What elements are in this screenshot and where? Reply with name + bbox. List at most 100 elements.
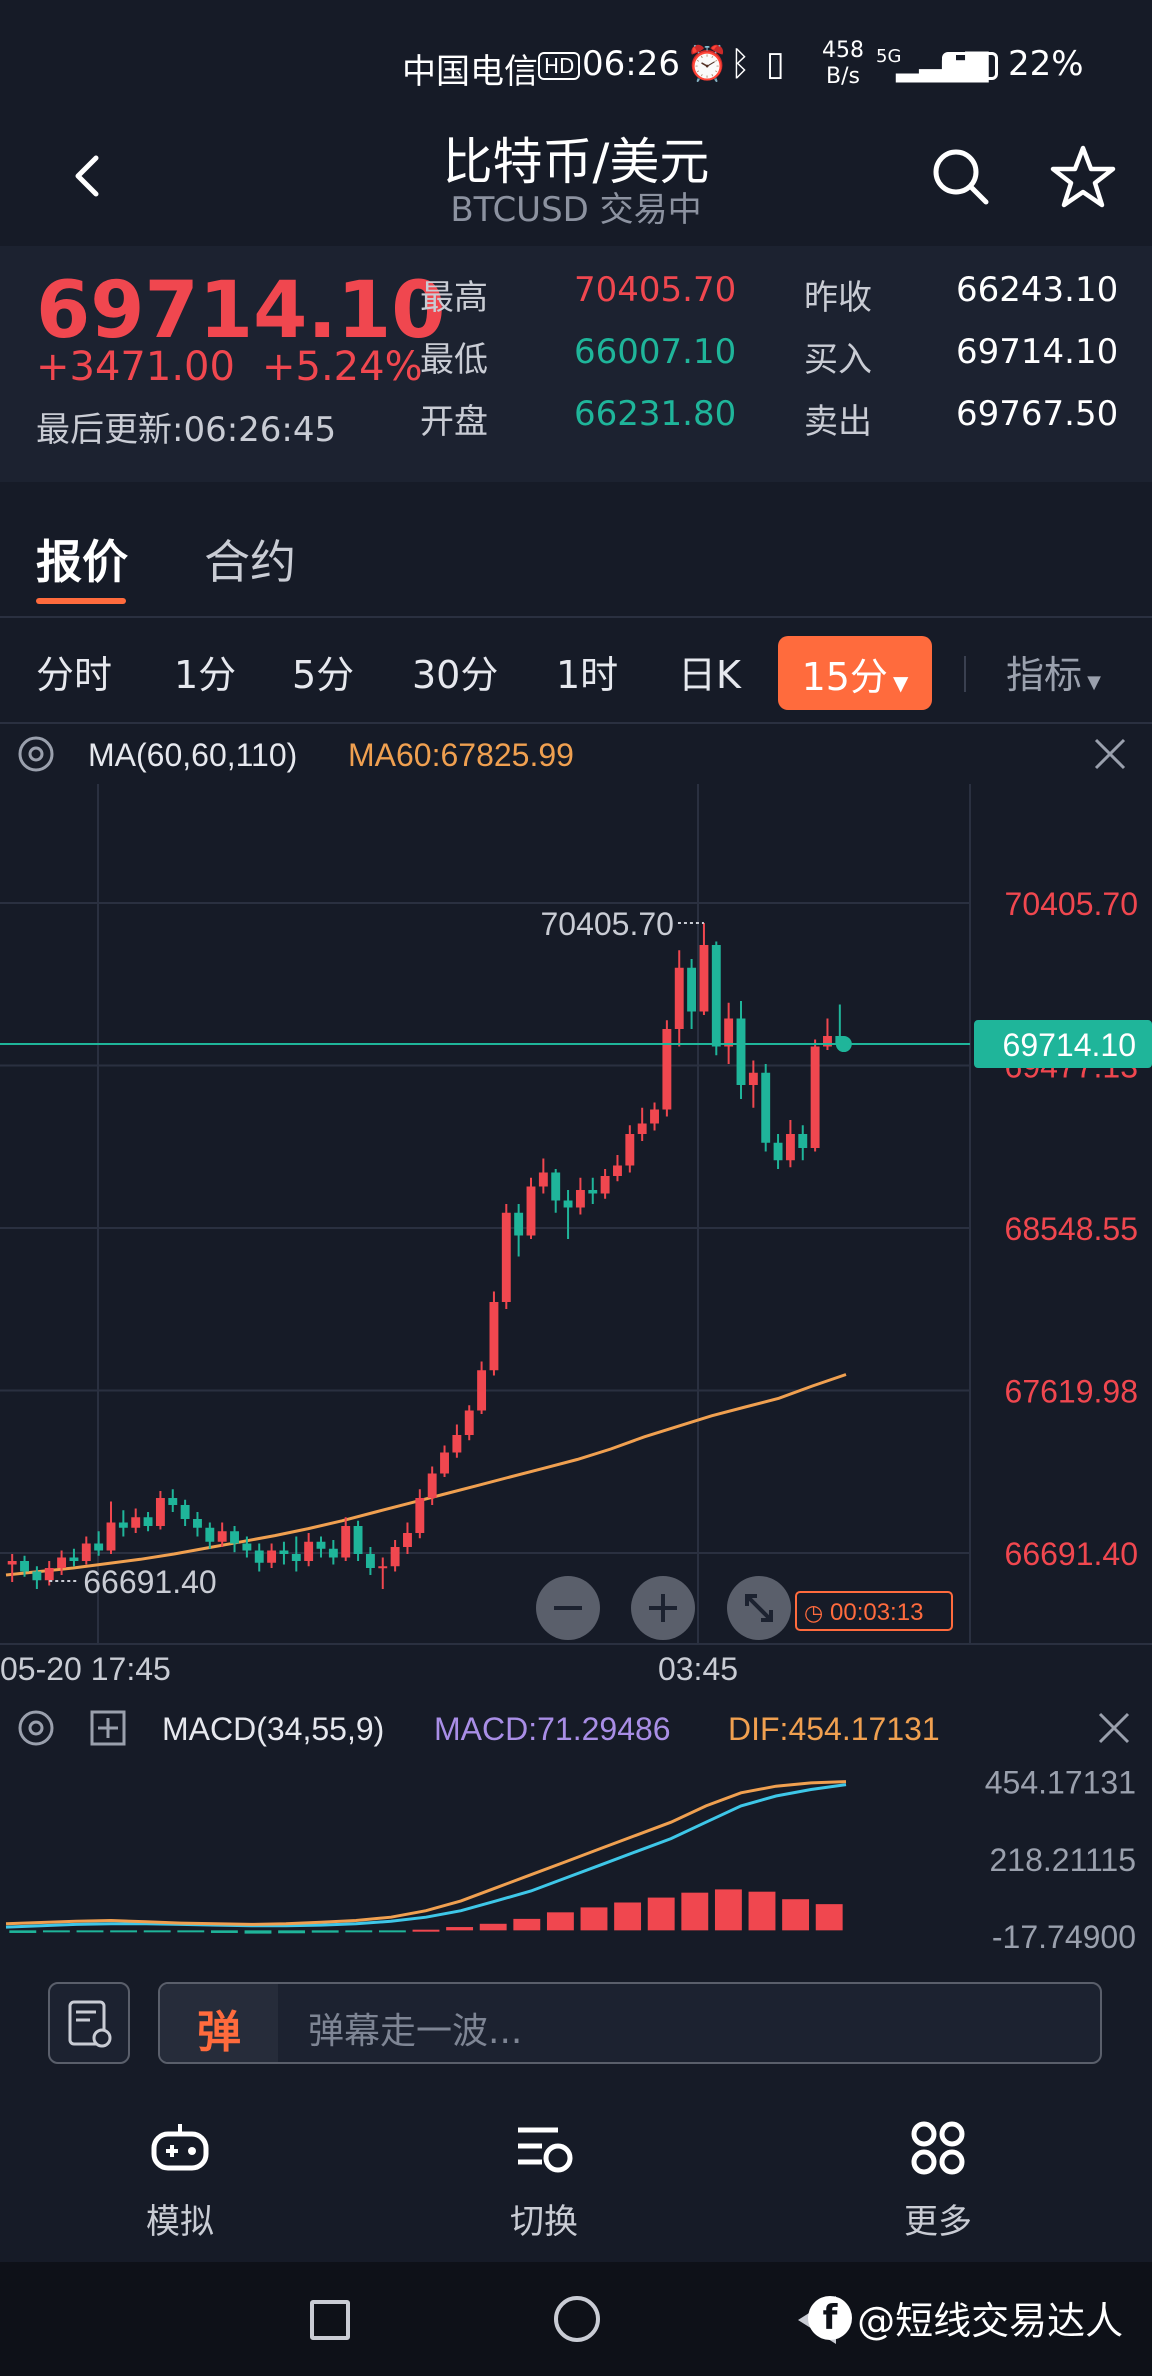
indicator-button[interactable]: 指标 ▼ (1006, 644, 1101, 699)
candle-body (687, 967, 697, 1012)
settings-hexagon-icon[interactable] (18, 1710, 54, 1746)
settings-hexagon-icon[interactable] (18, 736, 54, 772)
danmu-placeholder: 弹幕走一波... (308, 2011, 523, 2052)
close-icon[interactable] (1094, 738, 1126, 770)
candle-body (341, 1526, 351, 1558)
ma60-value: MA60:67825.99 (348, 737, 574, 773)
price-chart[interactable]: MA(60,60,110) MA60:67825.99 70405.706947… (0, 724, 1152, 1956)
prev-close-label: 昨收 (804, 278, 872, 318)
macd-histogram-bar (681, 1892, 709, 1931)
nav-more[interactable]: 更多 (838, 2116, 1038, 2243)
close-icon[interactable] (1098, 1712, 1130, 1744)
period-timeline[interactable]: 分时 (36, 653, 113, 697)
top-header: 比特币/美元 BTCUSD 交易中 (0, 120, 1152, 240)
settings-hexagon-icon-center (28, 746, 44, 762)
candle-body (32, 1571, 42, 1581)
search-icon (933, 149, 989, 205)
candle-body (390, 1547, 400, 1567)
candle-body (526, 1186, 536, 1236)
home-button[interactable] (554, 2296, 600, 2342)
macd-y-tick-label: 454.17131 (985, 1765, 1136, 1801)
y-axis-tick-label: 70405.70 (1005, 886, 1138, 922)
candle-body (538, 1172, 548, 1187)
macd-legend-bar: MACD(34,55,9) MACD:71.29486 DIF:454.1713… (18, 1710, 1130, 1747)
clock-icon: ◷ (804, 1601, 823, 1626)
candle-body (57, 1557, 67, 1568)
macd-histogram-bar (345, 1930, 373, 1933)
candle-body (267, 1550, 277, 1563)
candle-body (143, 1517, 153, 1526)
open-value: 66231.80 (574, 394, 737, 434)
macd-histogram-bar (244, 1930, 272, 1934)
macd-y-tick-label: -17.74900 (992, 1919, 1136, 1955)
main-tabs: 报价 合约 (0, 492, 1152, 618)
period-15m-label: 15分 (801, 655, 888, 699)
candle-body (106, 1522, 116, 1551)
candle-body (674, 967, 684, 1029)
macd-histogram-bar (714, 1889, 742, 1931)
candle-body (403, 1533, 412, 1547)
candle-body (291, 1554, 301, 1561)
candle-body (81, 1543, 91, 1561)
danmu-badge: 弹 (160, 1984, 278, 2062)
candle-body (563, 1200, 573, 1208)
watermark: f @短线交易达人 (808, 2290, 1123, 2345)
candle-body (736, 1018, 746, 1085)
favorite-button[interactable] (1048, 142, 1118, 212)
last-update: 最后更新:06:26:45 (36, 410, 337, 450)
period-1h[interactable]: 1时 (556, 653, 619, 697)
caret-down-icon: ▼ (1087, 672, 1101, 693)
nav-switch[interactable]: 切换 (444, 2116, 644, 2243)
period-daily[interactable]: 日K (678, 653, 741, 697)
candle-body (118, 1522, 128, 1528)
nav-simulate[interactable]: 模拟 (80, 2116, 280, 2243)
candle-body (94, 1543, 104, 1551)
candle-body (193, 1519, 202, 1528)
period-selector: 分时 1分 5分 30分 1时 日K 15分 ▼ 指标 ▼ (0, 620, 1152, 724)
bid-label: 买入 (804, 340, 872, 380)
candle-body (378, 1566, 388, 1569)
high-label: 最高 (420, 278, 488, 318)
ma-legend-bar: MA(60,60,110) MA60:67825.99 (18, 736, 1126, 773)
ma-indicator-name: MA(60,60,110) (88, 737, 297, 773)
quote-panel: 69714.10 +3471.00 +5.24% 最后更新:06:26:45 最… (0, 246, 1152, 482)
back-button[interactable] (60, 146, 120, 206)
candle-body (823, 1036, 832, 1047)
report-button[interactable] (48, 1982, 130, 2064)
recent-apps-button[interactable] (310, 2300, 350, 2340)
tab-active-indicator (36, 598, 126, 604)
danmu-badge-label: 弹 (197, 2007, 241, 2058)
add-indicator-icon[interactable] (90, 1710, 126, 1746)
candle-body (131, 1517, 141, 1528)
page-subtitle: BTCUSD 交易中 (450, 190, 702, 230)
settings-hexagon-icon-center (28, 1720, 44, 1736)
tab-quote[interactable]: 报价 (36, 526, 128, 604)
candle-body (477, 1370, 487, 1411)
nav-more-label: 更多 (904, 2202, 972, 2242)
period-15m-active[interactable]: 15分 ▼ (778, 636, 932, 710)
chart-area[interactable]: MA(60,60,110) MA60:67825.99 70405.706947… (0, 724, 1152, 1956)
last-price: 69714.10 (36, 266, 446, 356)
period-30m[interactable]: 30分 (412, 653, 499, 697)
search-button[interactable] (928, 144, 994, 210)
period-1m[interactable]: 1分 (174, 653, 237, 697)
tab-contract-label: 合约 (204, 535, 296, 589)
candle-body (452, 1435, 462, 1453)
candle-body (254, 1550, 264, 1563)
tab-contract[interactable]: 合约 (204, 526, 296, 592)
period-5m[interactable]: 5分 (292, 653, 355, 697)
x-axis-tick-label: 05-20 17:45 (0, 1651, 171, 1687)
document-settings-icon (68, 2000, 112, 2048)
fullscreen-button[interactable] (727, 1576, 791, 1640)
high-value: 70405.70 (574, 270, 737, 310)
battery-fill (945, 55, 956, 77)
zoom-out-button[interactable] (536, 1576, 600, 1640)
gamepad-icon (151, 2124, 209, 2171)
caret-down-icon: ▼ (893, 671, 909, 695)
price-change: +3471.00 (36, 344, 235, 390)
zoom-in-button[interactable] (631, 1576, 695, 1640)
macd-value: MACD:71.29486 (434, 1711, 671, 1747)
back-arrow-icon (75, 155, 99, 197)
candle-body (155, 1498, 165, 1526)
danmu-input[interactable]: 弹 弹幕走一波... (158, 1982, 1102, 2064)
